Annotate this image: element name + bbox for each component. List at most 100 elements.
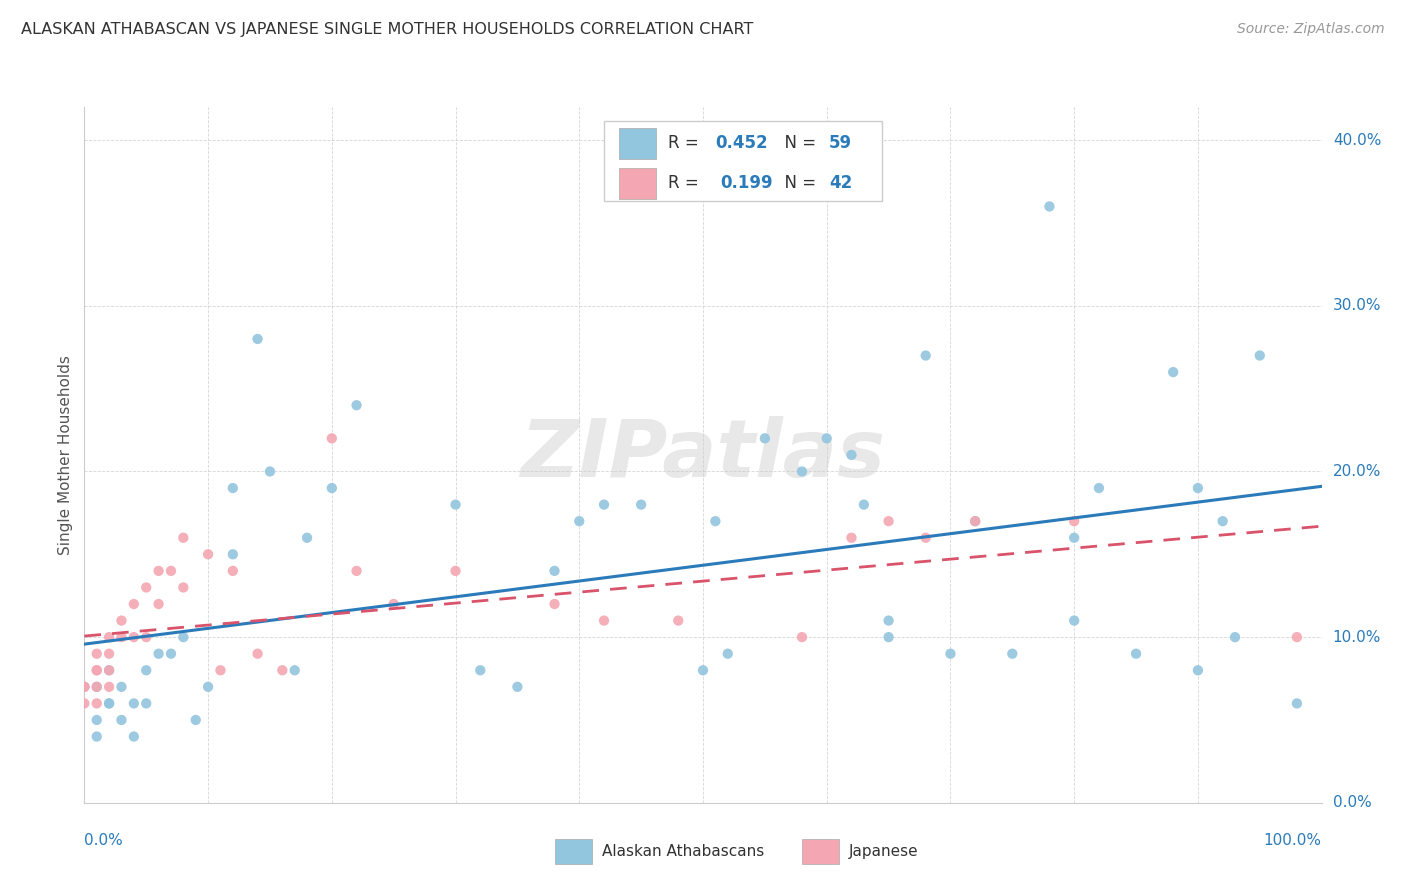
Point: [1187, 481, 1209, 495]
Point: [1038, 199, 1060, 213]
Point: [470, 663, 492, 677]
Point: [135, 663, 157, 677]
Point: [877, 614, 900, 628]
Text: Japanese: Japanese: [849, 844, 918, 859]
Point: [184, 713, 207, 727]
Point: [86, 647, 108, 661]
Point: [86, 680, 108, 694]
Point: [222, 547, 245, 561]
Point: [246, 332, 269, 346]
Point: [666, 614, 689, 628]
Point: [172, 531, 194, 545]
Bar: [554, 839, 592, 863]
Y-axis label: Single Mother Households: Single Mother Households: [58, 355, 73, 555]
Text: 42: 42: [830, 174, 852, 193]
Point: [1088, 481, 1111, 495]
Point: [444, 498, 467, 512]
Text: 100.0%: 100.0%: [1264, 833, 1322, 848]
Point: [1212, 514, 1234, 528]
Point: [86, 663, 108, 677]
Point: [1285, 697, 1308, 711]
Point: [1001, 647, 1024, 661]
Text: R =: R =: [668, 174, 710, 193]
Point: [1125, 647, 1147, 661]
Bar: [619, 169, 657, 199]
Point: [73, 680, 96, 694]
Point: [110, 680, 132, 694]
Point: [692, 663, 714, 677]
Point: [321, 481, 343, 495]
Point: [86, 663, 108, 677]
Point: [914, 349, 936, 363]
Point: [197, 680, 219, 694]
Point: [321, 431, 343, 445]
Point: [1223, 630, 1246, 644]
Text: 0.452: 0.452: [716, 135, 768, 153]
Point: [1249, 349, 1271, 363]
Text: 59: 59: [830, 135, 852, 153]
Point: [914, 531, 936, 545]
Point: [98, 663, 121, 677]
Point: [98, 697, 121, 711]
Text: 0.0%: 0.0%: [84, 833, 124, 848]
Point: [815, 431, 838, 445]
Point: [841, 531, 863, 545]
Point: [197, 547, 219, 561]
Point: [135, 697, 157, 711]
Text: N =: N =: [773, 174, 821, 193]
Point: [1161, 365, 1184, 379]
Point: [841, 448, 863, 462]
Point: [98, 680, 121, 694]
Point: [1063, 531, 1085, 545]
Point: [877, 514, 900, 528]
Text: ZIPatlas: ZIPatlas: [520, 416, 886, 494]
Point: [543, 597, 565, 611]
Point: [295, 531, 318, 545]
FancyBboxPatch shape: [605, 121, 883, 201]
Point: [209, 663, 232, 677]
Point: [148, 647, 170, 661]
Text: 0.0%: 0.0%: [1333, 796, 1371, 810]
Point: [148, 597, 170, 611]
Point: [98, 630, 121, 644]
Bar: [801, 839, 839, 863]
Point: [630, 498, 652, 512]
Point: [593, 498, 616, 512]
Point: [98, 663, 121, 677]
Point: [122, 730, 145, 744]
Point: [382, 597, 405, 611]
Point: [110, 630, 132, 644]
Point: [939, 647, 962, 661]
Point: [717, 647, 740, 661]
Point: [172, 581, 194, 595]
Text: ALASKAN ATHABASCAN VS JAPANESE SINGLE MOTHER HOUSEHOLDS CORRELATION CHART: ALASKAN ATHABASCAN VS JAPANESE SINGLE MO…: [21, 22, 754, 37]
Point: [1187, 663, 1209, 677]
Point: [135, 630, 157, 644]
Point: [259, 465, 281, 479]
Point: [172, 630, 194, 644]
Point: [790, 630, 813, 644]
Point: [148, 564, 170, 578]
Point: [98, 697, 121, 711]
Text: 40.0%: 40.0%: [1333, 133, 1381, 148]
Point: [160, 647, 183, 661]
Point: [965, 514, 987, 528]
Text: 30.0%: 30.0%: [1333, 298, 1381, 313]
Point: [1063, 514, 1085, 528]
Text: Alaskan Athabascans: Alaskan Athabascans: [602, 844, 763, 859]
Point: [73, 697, 96, 711]
Point: [122, 630, 145, 644]
Point: [568, 514, 591, 528]
Point: [160, 564, 183, 578]
Point: [110, 614, 132, 628]
Point: [73, 680, 96, 694]
Point: [86, 697, 108, 711]
Point: [73, 680, 96, 694]
Point: [543, 564, 565, 578]
Point: [98, 647, 121, 661]
Point: [877, 630, 900, 644]
Point: [346, 398, 368, 412]
Point: [246, 647, 269, 661]
Point: [86, 730, 108, 744]
Point: [86, 680, 108, 694]
